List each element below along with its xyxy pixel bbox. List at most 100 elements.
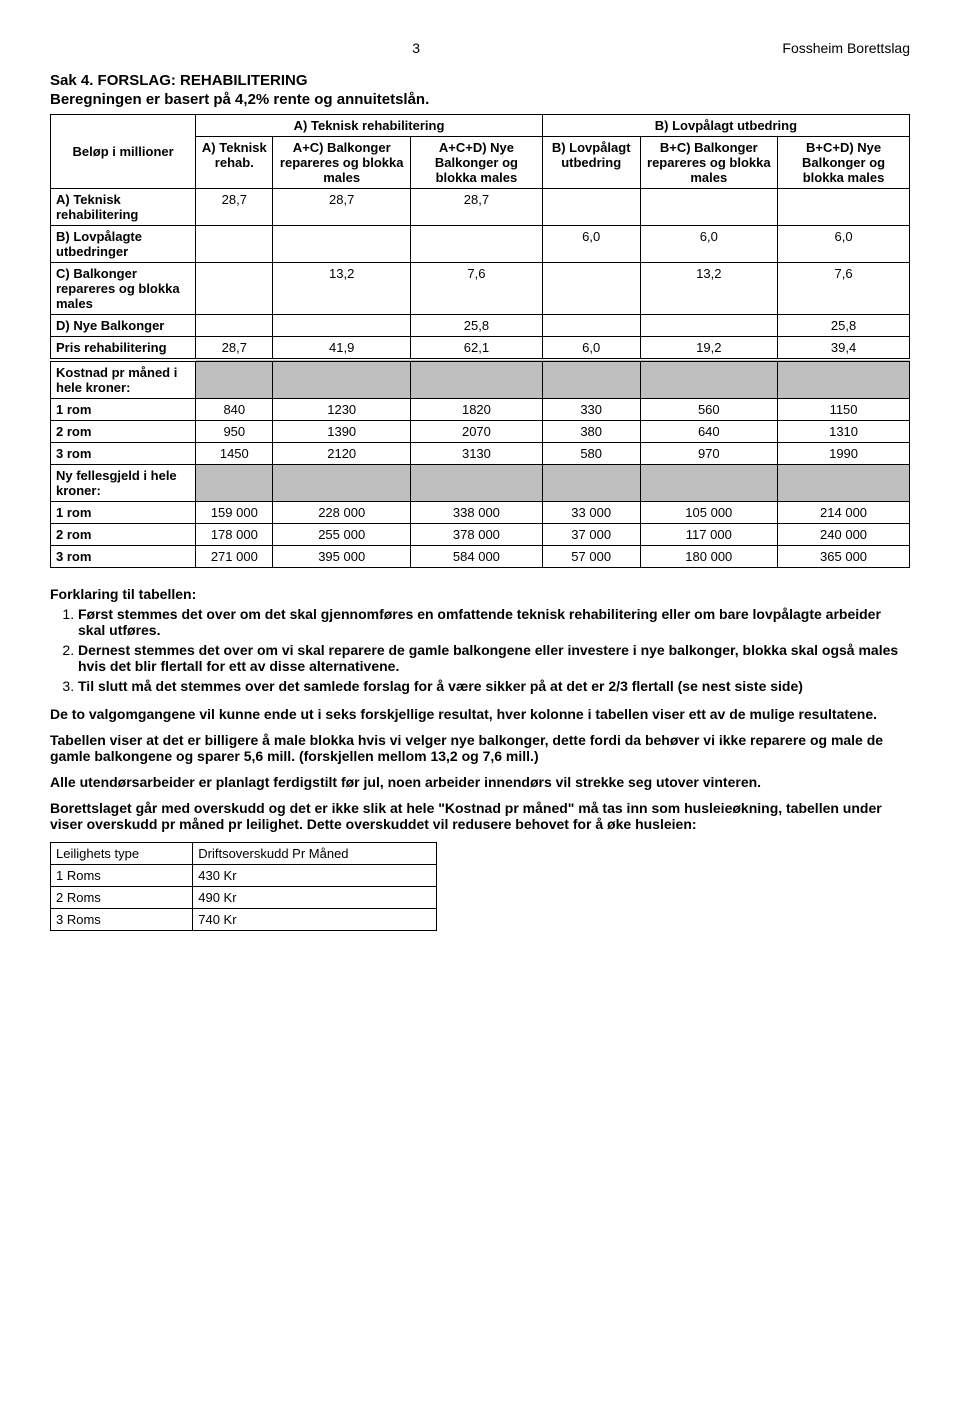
overskudd-table: Leilighets type Driftsoverskudd Pr Måned… (50, 842, 437, 931)
explain-list: Først stemmes det over om det skal gjenn… (78, 606, 910, 694)
cell: 28,7 (196, 189, 273, 226)
cell: 7,6 (778, 263, 910, 315)
cell (196, 226, 273, 263)
row-label: 3 rom (51, 443, 196, 465)
cell: 13,2 (273, 263, 411, 315)
cell: 2070 (411, 421, 543, 443)
cell: 840 (196, 399, 273, 421)
cell: 1 Roms (51, 865, 193, 887)
cell: 640 (640, 421, 778, 443)
cell: 3 Roms (51, 909, 193, 931)
cell: 28,7 (411, 189, 543, 226)
cell: 560 (640, 399, 778, 421)
cell: 580 (542, 443, 640, 465)
paragraph: Alle utendørsarbeider er planlagt ferdig… (50, 774, 910, 790)
grey-cell (778, 360, 910, 399)
cell: 41,9 (273, 337, 411, 361)
cell (196, 263, 273, 315)
table-row: 1 rom 840 1230 1820 330 560 1150 (51, 399, 910, 421)
grey-cell (778, 465, 910, 502)
cell: 178 000 (196, 524, 273, 546)
group-header-row: Beløp i millioner A) Teknisk rehabiliter… (51, 115, 910, 137)
cell: 228 000 (273, 502, 411, 524)
table-row: 3 rom 271 000 395 000 584 000 57 000 180… (51, 546, 910, 568)
row-label: 2 rom (51, 421, 196, 443)
cell: 271 000 (196, 546, 273, 568)
col-header: B+C) Balkonger repareres og blokka males (640, 137, 778, 189)
cell: 395 000 (273, 546, 411, 568)
col-header: Leilighets type (51, 843, 193, 865)
grey-cell (411, 360, 543, 399)
cell: 39,4 (778, 337, 910, 361)
row-label: Pris rehabilitering (51, 337, 196, 361)
cell (196, 315, 273, 337)
cell: 1820 (411, 399, 543, 421)
cell: 7,6 (411, 263, 543, 315)
cell: 255 000 (273, 524, 411, 546)
page-number: 3 (412, 40, 420, 56)
grey-cell (273, 465, 411, 502)
cell: 1230 (273, 399, 411, 421)
cell: 180 000 (640, 546, 778, 568)
cell: 214 000 (778, 502, 910, 524)
cell (640, 315, 778, 337)
cell: 378 000 (411, 524, 543, 546)
cell (542, 315, 640, 337)
explain-heading: Forklaring til tabellen: (50, 586, 910, 602)
grey-cell (196, 465, 273, 502)
cell: 950 (196, 421, 273, 443)
cell: 740 Kr (193, 909, 437, 931)
cell: 1310 (778, 421, 910, 443)
row-label: 1 rom (51, 502, 196, 524)
cell: 19,2 (640, 337, 778, 361)
explain-item: Først stemmes det over om det skal gjenn… (78, 606, 910, 638)
col-header: Driftsoverskudd Pr Måned (193, 843, 437, 865)
table-row: B) Lovpålagte utbedringer 6,0 6,0 6,0 (51, 226, 910, 263)
table-row: A) Teknisk rehabilitering 28,7 28,7 28,7 (51, 189, 910, 226)
cell (273, 226, 411, 263)
page-header: 3 Fossheim Borettslag (50, 40, 910, 56)
cell: 3130 (411, 443, 543, 465)
belop-label: Beløp i millioner (51, 115, 196, 189)
cell: 62,1 (411, 337, 543, 361)
row-label: 3 rom (51, 546, 196, 568)
col-header: B+C+D) Nye Balkonger og blokka males (778, 137, 910, 189)
group-a-header: A) Teknisk rehabilitering (196, 115, 543, 137)
grey-cell (542, 465, 640, 502)
cell: 105 000 (640, 502, 778, 524)
col-header: A+C+D) Nye Balkonger og blokka males (411, 137, 543, 189)
col-header: A) Teknisk rehab. (196, 137, 273, 189)
cell: 2 Roms (51, 887, 193, 909)
cell (542, 263, 640, 315)
cell: 6,0 (542, 226, 640, 263)
cell: 117 000 (640, 524, 778, 546)
row-label: B) Lovpålagte utbedringer (51, 226, 196, 263)
cell: 28,7 (273, 189, 411, 226)
cell: 13,2 (640, 263, 778, 315)
table-row: 2 rom 178 000 255 000 378 000 37 000 117… (51, 524, 910, 546)
explain-item: Dernest stemmes det over om vi skal repa… (78, 642, 910, 674)
org-name: Fossheim Borettslag (782, 40, 910, 56)
grey-cell (411, 465, 543, 502)
cell: 584 000 (411, 546, 543, 568)
cell: 1150 (778, 399, 910, 421)
grey-cell (273, 360, 411, 399)
table-row: Pris rehabilitering 28,7 41,9 62,1 6,0 1… (51, 337, 910, 361)
cell: 25,8 (778, 315, 910, 337)
grey-cell (542, 360, 640, 399)
cell: 1450 (196, 443, 273, 465)
cell: 490 Kr (193, 887, 437, 909)
table-row: 2 rom 950 1390 2070 380 640 1310 (51, 421, 910, 443)
row-label: 1 rom (51, 399, 196, 421)
cell: 330 (542, 399, 640, 421)
cell (542, 189, 640, 226)
main-table: Beløp i millioner A) Teknisk rehabiliter… (50, 114, 910, 568)
cell: 25,8 (411, 315, 543, 337)
paragraph: De to valgomgangene vil kunne ende ut i … (50, 706, 910, 722)
felles-label: Ny fellesgjeld i hele kroner: (51, 465, 196, 502)
cell: 365 000 (778, 546, 910, 568)
cell: 6,0 (640, 226, 778, 263)
cell: 57 000 (542, 546, 640, 568)
table-row: C) Balkonger repareres og blokka males 1… (51, 263, 910, 315)
row-label: 2 rom (51, 524, 196, 546)
